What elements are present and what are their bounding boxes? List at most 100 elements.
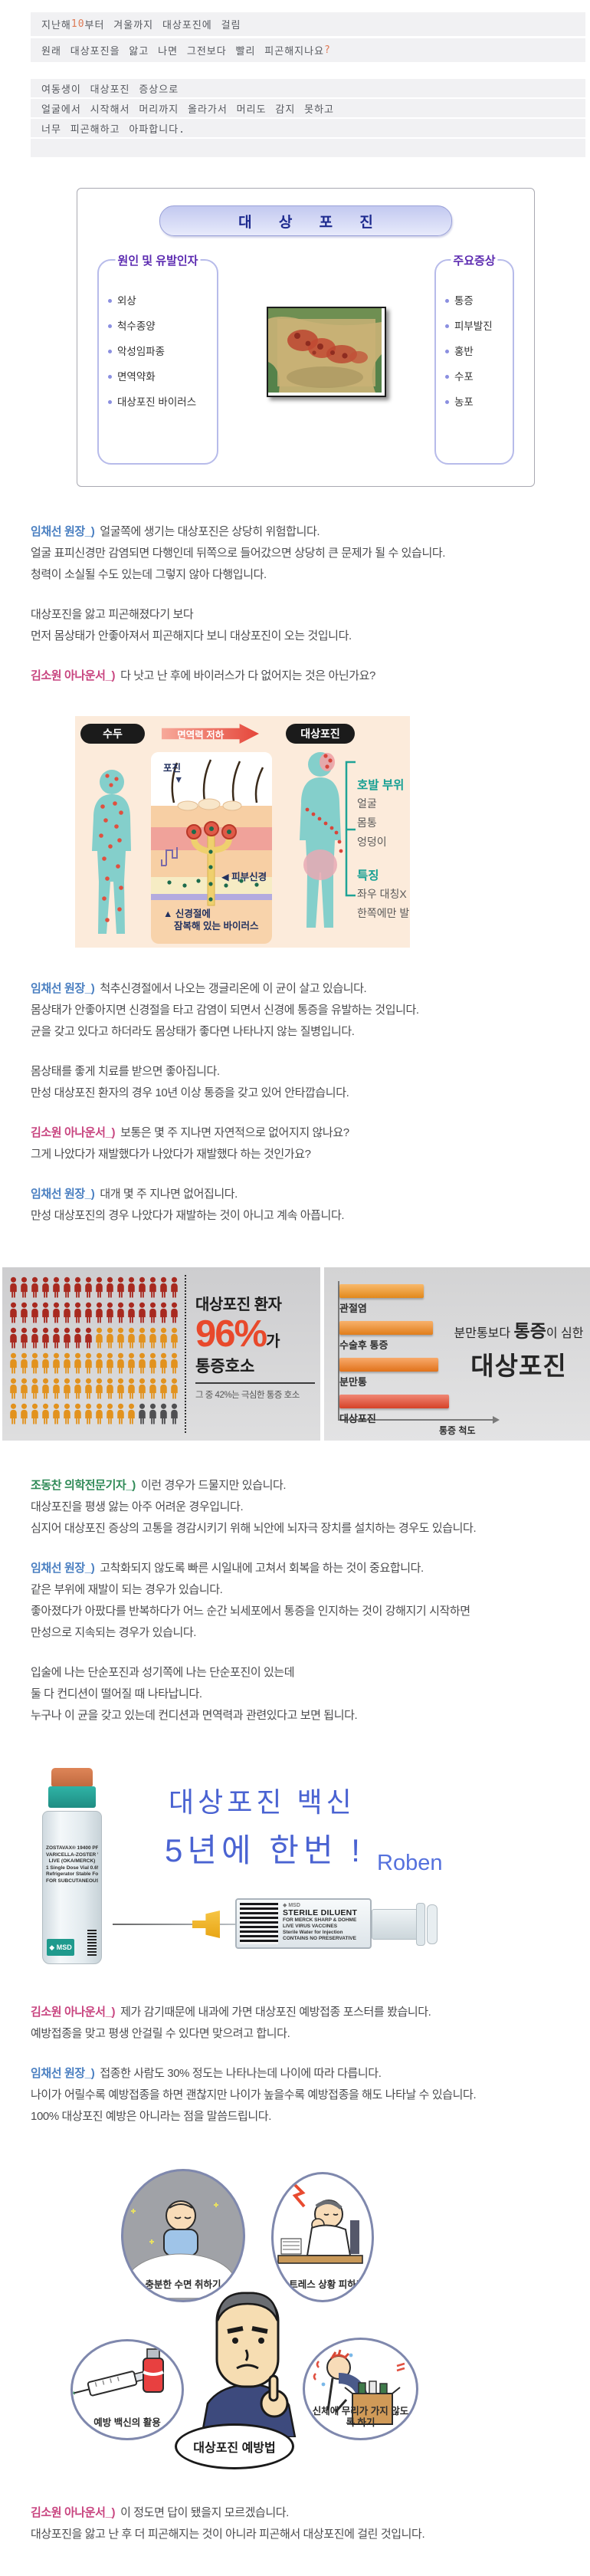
person-icon [64, 1352, 70, 1374]
speech-bubble-text: 대상포진 예방법 [193, 2442, 276, 2455]
dialog-line: 만성 대상포진의 경우 나았다가 재발하는 것이 아니고 계속 아픕니다. [31, 1205, 590, 1227]
dialog-line: 임채선 원장_) 얼굴쪽에 생기는 대상포진은 상당히 위험합니다. [31, 521, 590, 543]
vial-ring [48, 1786, 96, 1808]
dialog-line [31, 647, 590, 665]
dialog-line [31, 1644, 590, 1662]
person-icon [117, 1276, 124, 1298]
vial-cap [51, 1768, 93, 1786]
dialog-line: 그게 나았다가 재발했다가 나았다가 재발했다 하는 것인가요? [31, 1144, 590, 1165]
latent-virus-label-1: ▲ 신경절에 [163, 909, 211, 919]
person-icon [149, 1276, 156, 1298]
dialog-text: 만성 대상포진의 경우 나았다가 재발하는 것이 아니고 계속 아픕니다. [31, 1209, 345, 1222]
quote-highlight-number: 10 [70, 18, 85, 30]
pain-bar [339, 1321, 433, 1335]
person-icon [74, 1327, 81, 1349]
dialog-line: 김소원 아나운서_) 보통은 몇 주 지나면 자연적으로 없어지지 않나요? [31, 1122, 590, 1144]
person-icon [42, 1276, 49, 1298]
child-figure [92, 770, 131, 934]
dialog-text: 먼저 몸상태가 안좋아져서 피곤해지다 보니 대상포진이 오는 것입니다. [31, 629, 352, 642]
speaker-name: 임채선 원장_) [31, 1562, 95, 1575]
syringe-label-line: Sterile Water for Injection [283, 1930, 343, 1935]
vial-label-line: ZOSTAVAX® 19400 PFU/0.65 mL [46, 1845, 98, 1851]
symptom-item: 농포 [445, 389, 513, 415]
person-icon [53, 1352, 60, 1374]
person-icon [74, 1276, 81, 1298]
person-icon [85, 1378, 92, 1399]
dialog-block-3: 조동찬 의학전문기자_) 이런 경우가 드물지만 있습니다. 대상포진을 평생 앓… [31, 1475, 590, 1727]
person-icon [149, 1352, 156, 1374]
bar-label: 수술후 통증 [339, 1339, 388, 1351]
dialog-text: 대상포진을 앓고 난 후 더 피곤해지는 것이 아니라 피곤해서 대상포진에 걸… [31, 2528, 425, 2541]
speaker-name: 임채선 원장_) [31, 525, 95, 538]
syringe-label-line: LIVE VIRUS VACCINES [283, 1924, 338, 1929]
person-icon [10, 1352, 17, 1374]
tip-strain-oval: 신체에 무리가 가지 않도록 하기 [303, 2338, 418, 2440]
person-icon [160, 1378, 167, 1399]
feature-item: 좌우 대칭X [357, 888, 407, 900]
dialog-text: 제가 감기때문에 내과에 가면 대상포진 예방접종 포스터를 봤습니다. [120, 2006, 431, 2019]
vaccine-tip-drawing [73, 2348, 164, 2397]
dialog-text: 다 낫고 난 후에 바이러스가 다 없어지는 것은 아닌가요? [120, 669, 375, 682]
bullet-dot-icon [445, 374, 449, 379]
bar-title-line1: 분만통보다 통증이 심한 [454, 1321, 584, 1341]
prevention-cartoon: 충분한 수면 취하기 스트레스 상황 피하기 [54, 2155, 513, 2485]
person-icon [128, 1327, 135, 1349]
dialog-line: 얼굴 표피신경만 감염되면 다행인데 뒤쪽으로 들어갔으면 상당히 큰 문제가 … [31, 543, 590, 564]
x-axis-label: 통증 척도 [439, 1425, 476, 1436]
dialog-line: 조동찬 의학전문기자_) 이런 경우가 드물지만 있습니다. [31, 1475, 590, 1497]
quote-empty-row [31, 139, 585, 157]
causes-box: 원인 및 유발인자 외상 척수종양 악성임파종 면역약화 대상포진 바이러스 [97, 252, 218, 465]
dialog-line: 김소원 아나운서_) 제가 감기때문에 내과에 가면 대상포진 예방접종 포스터를… [31, 2002, 590, 2023]
tip-sleep-oval: 충분한 수면 취하기 [121, 2169, 245, 2302]
person-icon [171, 1276, 178, 1298]
dialog-text: 만성 대상포진 환자의 경우 10년 이상 통증을 갖고 있어 안타깝습니다. [31, 1086, 349, 1099]
quote-block-question: 지난해 10 부터 겨울까지 대상포진에 걸림 원래 대상포진을 앓고 나면 그전… [31, 12, 585, 62]
rash-photo-drawing [268, 308, 382, 393]
dialog-line: 좋아졌다가 아팠다를 반복하다가 어느 순간 뇌세포에서 통증을 인지하는 것이… [31, 1601, 590, 1622]
site-item: 엉덩이 [357, 836, 387, 848]
dialog-line: 만성으로 지속되는 경우가 있습니다. [31, 1622, 590, 1644]
pictogram-line2: 통증호소 [195, 1354, 315, 1384]
bar-title-main: 대상포진 [470, 1352, 567, 1380]
person-icon [96, 1302, 103, 1323]
syringe-label-lines: FOR MERCK SHARP & DOHME LIVE VIRUS VACCIN… [283, 1917, 369, 1942]
dialog-line: 임채선 원장_) 접종한 사람도 30% 정도는 나타나는데 나이에 따라 다릅니… [31, 2063, 590, 2085]
pictogram-subtitle: 그 중 42%는 극심한 통증 호소 [195, 1391, 300, 1400]
dialog-text: 대상포진을 평생 앓는 아주 어려운 경우입니다. [31, 1500, 244, 1513]
bullet-dot-icon [445, 298, 449, 303]
speaker-name: 김소원 아나운서_) [31, 2506, 116, 2519]
person-icon [53, 1378, 60, 1399]
person-icon [149, 1378, 156, 1399]
dialog-text: 좋아졌다가 아팠다를 반복하다가 어느 순간 뇌세포에서 통증을 인지하는 것이… [31, 1605, 470, 1618]
dialog-line [31, 2045, 590, 2063]
dialog-text: 대상포진을 앓고 피곤해졌다기 보다 [31, 608, 194, 621]
skin-cross-section: 포진 ▼ ◀ 피부신경 ▲ 신경절에 잠복해 있는 바이러스 [151, 752, 272, 944]
vial-label-line: Refrigerator Stable Formulation [46, 1871, 98, 1877]
quote-text: 지난해 [41, 20, 71, 31]
vial-label-line: FOR SUBCUTANEOUS INJECTION [46, 1878, 98, 1884]
vial-barcode [87, 1930, 97, 1956]
bullet-dot-icon [108, 324, 112, 328]
speaker-name: 임채선 원장_) [31, 1188, 95, 1201]
person-icon [139, 1302, 146, 1323]
x-axis [338, 1416, 500, 1424]
person-icon [85, 1403, 92, 1424]
person-icon [31, 1378, 38, 1399]
dialog-line: 김소원 아나운서_) 이 정도면 답이 됐을지 모르겠습니다. [31, 2502, 590, 2524]
vial-label-line: LIVE (OKA/MERCK) [48, 1858, 96, 1864]
person-icon [21, 1302, 28, 1323]
speaker-name: 임채선 원장_) [31, 2067, 95, 2080]
dialog-line: 입술에 나는 단순포진과 성기쪽에 나는 단순포진이 있는데 [31, 1662, 590, 1684]
dialog-text: 심지어 대상포진 증상의 고통을 경감시키기 위해 뇌안에 뇌자극 장치를 설치… [31, 1522, 477, 1535]
quote-line: 너무 피곤해하고 아파합니다. [31, 119, 585, 137]
person-icon [107, 1327, 113, 1349]
cause-label: 척수종양 [117, 320, 156, 332]
quote-line: 여동생이 대상포진 증상으로 [31, 79, 585, 97]
cause-item: 악성임파종 [108, 339, 217, 364]
syringe-needle [113, 1924, 235, 1925]
person-icon [31, 1403, 38, 1424]
cause-label: 면역약화 [117, 371, 156, 383]
person-icon [31, 1352, 38, 1374]
dialog-text: 대개 몇 주 지나면 없어집니다. [100, 1188, 238, 1201]
person-icon [31, 1327, 38, 1349]
